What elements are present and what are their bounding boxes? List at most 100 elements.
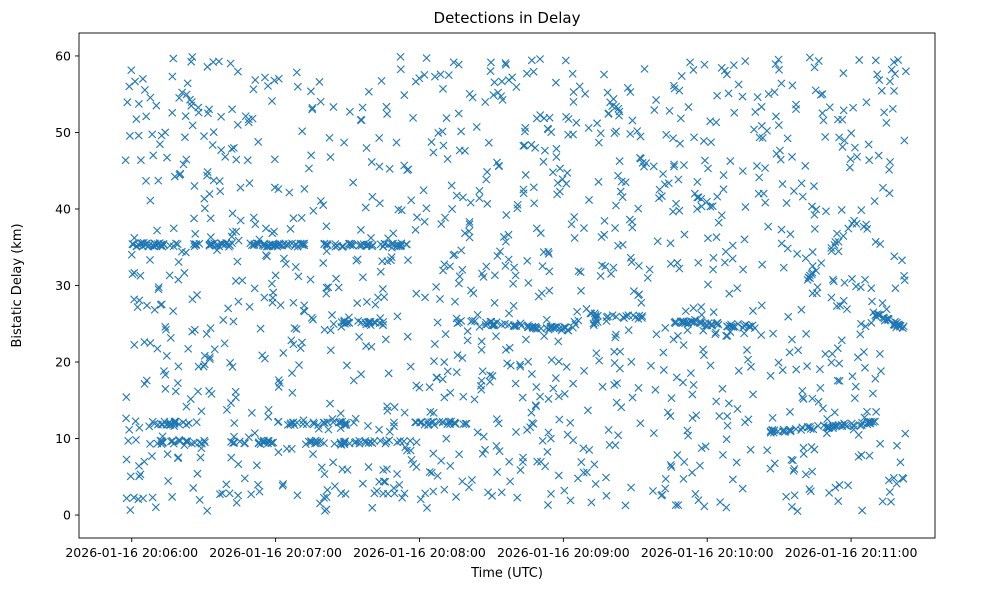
detection-marker xyxy=(672,199,681,208)
detection-marker xyxy=(723,421,732,430)
detection-marker xyxy=(134,99,143,108)
detection-marker xyxy=(606,98,615,107)
detection-marker xyxy=(628,116,637,125)
detection-marker xyxy=(191,229,200,238)
detection-marker xyxy=(849,103,858,112)
detection-marker xyxy=(761,198,770,207)
detection-marker xyxy=(863,420,872,429)
detection-marker xyxy=(788,81,797,90)
detection-marker xyxy=(440,393,449,402)
detection-marker xyxy=(361,203,370,212)
detection-marker xyxy=(521,335,530,344)
detection-marker xyxy=(763,446,772,455)
detection-marker xyxy=(146,255,154,264)
detection-marker xyxy=(552,144,561,153)
detection-marker xyxy=(351,437,360,446)
detection-marker xyxy=(429,357,438,366)
detection-marker xyxy=(614,241,623,250)
detection-marker xyxy=(700,502,709,511)
detection-marker xyxy=(563,168,572,177)
detection-marker xyxy=(127,250,136,259)
detection-marker xyxy=(547,489,555,498)
detection-marker xyxy=(797,305,806,314)
detection-marker xyxy=(274,382,283,391)
detection-marker xyxy=(851,382,860,391)
detection-marker xyxy=(245,179,254,188)
detection-marker xyxy=(890,86,899,95)
detection-marker xyxy=(440,485,449,494)
detection-marker xyxy=(180,133,189,142)
detection-marker xyxy=(569,97,578,106)
detection-marker xyxy=(839,232,848,240)
detection-marker xyxy=(722,435,731,444)
detection-marker xyxy=(131,435,140,444)
detection-marker xyxy=(894,55,903,64)
detection-marker xyxy=(889,320,898,329)
detection-marker xyxy=(194,108,203,117)
detection-marker xyxy=(329,103,338,112)
detection-marker xyxy=(206,214,215,223)
detection-marker xyxy=(778,366,787,375)
detection-marker xyxy=(750,125,759,134)
detection-marker xyxy=(364,463,373,472)
detection-marker xyxy=(222,405,231,414)
detection-marker xyxy=(848,219,857,228)
detection-marker xyxy=(168,72,177,81)
detection-marker xyxy=(627,483,636,492)
detection-marker xyxy=(864,140,873,149)
detection-marker xyxy=(458,354,467,362)
detection-marker xyxy=(400,408,409,417)
detection-marker xyxy=(713,319,722,328)
detection-marker xyxy=(680,457,689,466)
detection-marker xyxy=(200,436,209,445)
detection-marker xyxy=(364,87,373,96)
detection-marker xyxy=(844,481,853,490)
detection-marker xyxy=(250,284,259,293)
detection-marker xyxy=(670,84,679,93)
detection-marker xyxy=(686,58,695,67)
detection-marker xyxy=(493,251,502,260)
x-tick-label: 2026-01-16 20:09:00 xyxy=(497,545,630,560)
detection-marker xyxy=(300,301,309,310)
detection-marker xyxy=(180,268,189,277)
detection-marker xyxy=(344,318,353,327)
detection-marker xyxy=(166,437,175,446)
detection-marker xyxy=(877,86,886,95)
detection-marker xyxy=(326,153,335,162)
detection-marker xyxy=(545,113,554,122)
detection-marker xyxy=(142,376,151,385)
detection-marker xyxy=(891,69,900,78)
detection-marker xyxy=(319,259,328,268)
detection-marker xyxy=(743,345,751,354)
detection-marker xyxy=(497,77,506,86)
detection-marker xyxy=(600,70,609,79)
detection-marker xyxy=(353,299,362,308)
detection-marker xyxy=(300,307,309,316)
detection-marker xyxy=(831,237,840,246)
detection-marker xyxy=(441,330,450,339)
detection-marker xyxy=(166,333,175,342)
chart-title: Detections in Delay xyxy=(434,9,581,27)
detection-marker xyxy=(134,495,143,504)
detection-marker xyxy=(822,423,831,432)
detection-marker xyxy=(497,92,506,101)
detection-marker xyxy=(446,461,455,470)
detection-marker xyxy=(295,361,304,370)
detection-marker xyxy=(554,357,563,366)
detection-marker xyxy=(787,455,796,464)
detection-marker xyxy=(595,356,604,365)
detection-marker xyxy=(723,412,732,421)
detection-marker xyxy=(669,162,678,171)
detection-marker xyxy=(801,470,810,479)
detection-marker xyxy=(570,212,579,221)
detection-marker xyxy=(189,483,198,492)
detection-marker xyxy=(169,242,178,251)
detection-marker xyxy=(596,129,605,138)
detection-marker xyxy=(787,502,796,511)
detection-marker xyxy=(576,286,585,295)
detection-marker xyxy=(693,205,702,214)
detection-marker xyxy=(635,290,644,299)
detection-marker xyxy=(495,447,504,456)
detection-marker xyxy=(236,183,245,192)
detection-marker xyxy=(256,440,265,449)
